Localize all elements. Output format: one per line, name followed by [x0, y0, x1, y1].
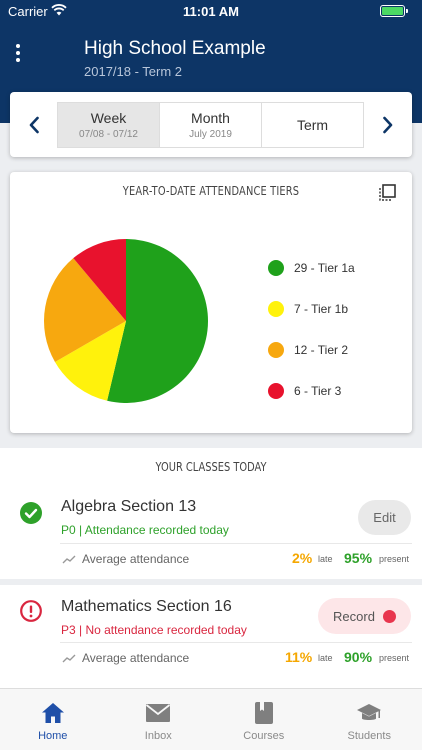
legend-label: 12 - Tier 2 [294, 342, 349, 357]
book-icon [254, 702, 273, 724]
next-period-button[interactable] [364, 92, 412, 157]
segment-month[interactable]: Month July 2019 [160, 103, 262, 147]
wifi-icon [51, 4, 67, 16]
legend-item: 29 - Tier 1a [268, 247, 355, 288]
class-name: Algebra Section 13 [61, 498, 197, 515]
tab-label: Inbox [144, 730, 172, 742]
check-circle-icon [20, 502, 42, 524]
alert-circle-icon [20, 600, 42, 622]
expand-icon[interactable] [378, 182, 398, 202]
class-subtitle: P3 | No attendance recorded today [61, 623, 247, 637]
tab-label: Home [38, 730, 68, 742]
attendance-pie-chart [43, 239, 209, 403]
pie-slice-tier-3 [73, 239, 126, 321]
status-bar: Carrier 11:01 AM [0, 0, 422, 22]
class-item-algebra[interactable]: Algebra Section 13 P0 | Attendance recor… [0, 488, 422, 578]
pie-slice-tier-2 [43, 258, 126, 362]
graduation-cap-icon [357, 704, 382, 720]
tab-courses[interactable]: Courses [211, 689, 317, 750]
record-attendance-button[interactable]: Record [318, 598, 411, 634]
class-item-mathematics[interactable]: Mathematics Section 16 P3 | No attendanc… [0, 585, 422, 685]
segment-term[interactable]: Term [262, 103, 363, 147]
section-title: YOUR CLASSES TODAY [155, 460, 267, 474]
stats-label: Average attendance [82, 651, 190, 665]
tab-inbox[interactable]: Inbox [106, 689, 212, 750]
chart-legend: 29 - Tier 1a 7 - Tier 1b 12 - Tier 2 6 -… [268, 247, 355, 411]
classes-today-section: YOUR CLASSES TODAY Algebra Section 13 P0… [0, 448, 422, 688]
segment-label: Term [296, 117, 329, 133]
class-subtitle: P0 | Attendance recorded today [61, 523, 229, 537]
late-percentage: 11% [285, 649, 313, 665]
status-time: 11:01 AM [183, 4, 239, 19]
bottom-tab-bar: Home Inbox Courses Students [0, 688, 422, 750]
period-selector: Week 07/08 - 07/12 Month July 2019 Term [10, 92, 412, 157]
present-percentage: 95% [344, 550, 373, 566]
legend-label: 29 - Tier 1a [294, 260, 355, 275]
legend-item: 12 - Tier 2 [268, 329, 355, 370]
segment-label: Month [191, 110, 230, 126]
school-term: 2017/18 - Term 2 [84, 64, 183, 79]
button-label: Edit [373, 510, 396, 525]
tab-label: Students [347, 730, 391, 742]
class-name: Mathematics Section 16 [61, 598, 232, 615]
legend-label: 6 - Tier 3 [294, 383, 342, 398]
tab-students[interactable]: Students [317, 689, 422, 750]
class-divider [0, 579, 422, 585]
present-percentage: 90% [344, 649, 373, 665]
stats-label: Average attendance [82, 552, 190, 566]
period-segments: Week 07/08 - 07/12 Month July 2019 Term [57, 102, 364, 148]
present-label: present [379, 554, 410, 564]
carrier-label: Carrier [8, 4, 48, 19]
segment-sublabel: July 2019 [189, 129, 232, 140]
attendance-tiers-card: YEAR-TO-DATE ATTENDANCE TIERS 29 - Tier … [10, 172, 412, 433]
chevron-right-icon [383, 116, 393, 133]
chart-title: YEAR-TO-DATE ATTENDANCE TIERS [122, 184, 300, 198]
home-icon [41, 703, 64, 723]
school-name: High School Example [84, 38, 266, 59]
pie-slice-tier-1a [107, 239, 209, 403]
late-label: late [318, 653, 333, 663]
segment-week[interactable]: Week 07/08 - 07/12 [58, 103, 160, 147]
segment-label: Week [90, 110, 127, 126]
legend-item: 7 - Tier 1b [268, 288, 355, 329]
legend-swatch [268, 259, 284, 276]
legend-swatch [268, 300, 284, 317]
button-label: Record [333, 608, 375, 624]
edit-attendance-button[interactable]: Edit [358, 500, 411, 535]
pie-slice-tier-1b [54, 321, 126, 401]
legend-item: 6 - Tier 3 [268, 370, 355, 411]
legend-swatch [268, 341, 284, 358]
late-label: late [318, 554, 333, 564]
trend-line-icon [62, 654, 76, 663]
tab-home[interactable]: Home [0, 689, 106, 750]
record-dot-icon [382, 609, 396, 623]
late-percentage: 2% [292, 550, 313, 566]
trend-line-icon [62, 555, 76, 564]
mail-icon [146, 704, 171, 722]
average-attendance-row: Average attendance 2% late 95% present [60, 543, 412, 575]
menu-icon[interactable] [14, 44, 22, 66]
chevron-left-icon [29, 116, 39, 133]
segment-sublabel: 07/08 - 07/12 [79, 129, 138, 140]
legend-label: 7 - Tier 1b [294, 301, 349, 316]
present-label: present [379, 653, 410, 663]
battery-icon [380, 5, 408, 17]
legend-swatch [268, 382, 284, 399]
tab-label: Courses [243, 730, 285, 742]
average-attendance-row: Average attendance 11% late 90% present [60, 642, 412, 674]
previous-period-button[interactable] [10, 92, 58, 157]
